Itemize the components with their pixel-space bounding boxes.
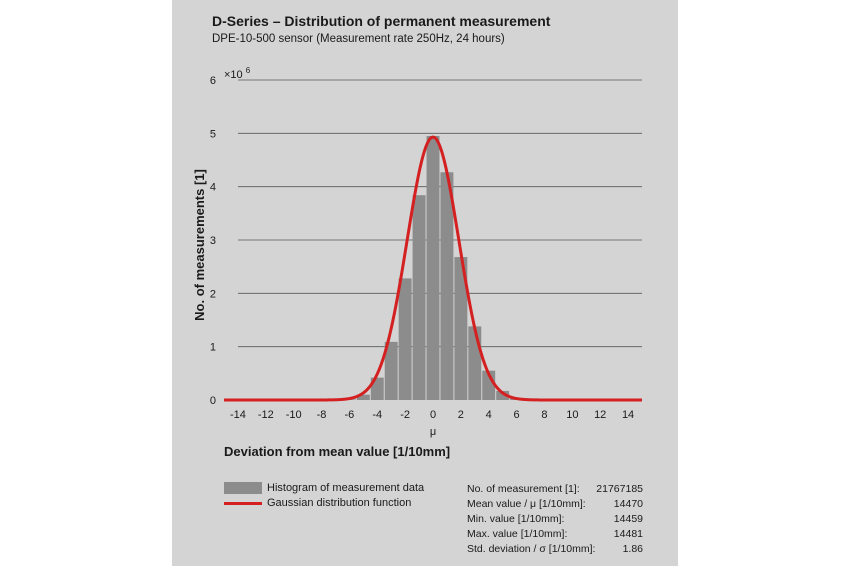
y-axis-label: No. of measurements [1] (192, 169, 207, 321)
stat-value: 14481 (613, 528, 643, 540)
gaussian-curve-group (224, 135, 642, 402)
stat-row: Max. value [1/10mm]: 14481 (467, 527, 643, 542)
x-tick-label: -14 (230, 409, 246, 421)
legend-item-gaussian: Gaussian distribution function (224, 497, 411, 509)
y-axis-multiplier: ×10 6 (224, 66, 251, 81)
stat-label: Min. value [1/10mm]: (467, 513, 565, 525)
x-tick-label: 10 (566, 409, 578, 421)
stat-value: 14459 (613, 513, 643, 525)
legend-label-gaussian: Gaussian distribution function (267, 497, 412, 509)
y-tick-label: 3 (210, 235, 216, 247)
x-tick-label: 6 (514, 409, 520, 421)
y-tick-label: 4 (210, 182, 216, 194)
legend-item-histogram: Histogram of measurement data (224, 482, 424, 494)
stat-value: 14470 (613, 498, 643, 510)
y-tick-label: 1 (210, 342, 216, 354)
x-axis-symbol: μ (430, 426, 436, 438)
gaussian-curve (224, 135, 642, 402)
stat-row: Mean value / μ [1/10mm]: 14470 (467, 497, 643, 512)
x-tick-label: 14 (622, 409, 634, 421)
chart-subtitle: DPE-10-500 sensor (Measurement rate 250H… (212, 33, 505, 45)
histogram-bar (398, 278, 412, 400)
histogram-bar (412, 195, 426, 400)
stat-label: Max. value [1/10mm]: (467, 528, 568, 540)
chart-panel: D-Series – Distribution of permanent mea… (172, 0, 678, 566)
y-tick-labels: 0 1 2 3 4 5 6 (210, 75, 216, 407)
histogram-bar (440, 172, 454, 400)
stat-value: 21767185 (596, 483, 643, 495)
histogram-bar (468, 326, 482, 400)
y-tick-label: 2 (210, 288, 216, 300)
x-tick-label: -4 (372, 409, 382, 421)
x-tick-label: 12 (594, 409, 606, 421)
x-tick-label: -12 (258, 409, 274, 421)
y-multiplier-exponent: 6 (246, 66, 251, 75)
histogram-bar (356, 394, 370, 400)
x-tick-label: 8 (541, 409, 547, 421)
stat-row: No. of measurement [1]: 21767185 (467, 482, 643, 497)
histogram-swatch (224, 482, 262, 494)
chart-title: D-Series – Distribution of permanent mea… (212, 13, 551, 29)
x-tick-label: -6 (345, 409, 355, 421)
x-tick-label: 0 (430, 409, 436, 421)
histogram-bar (426, 136, 440, 400)
y-tick-label: 0 (210, 395, 216, 407)
stat-value: 1.86 (622, 543, 643, 555)
y-tick-label: 5 (210, 128, 216, 140)
grid-lines (238, 79, 642, 348)
statistics-table: No. of measurement [1]: 21767185 Mean va… (467, 482, 643, 557)
legend-label-histogram: Histogram of measurement data (267, 482, 425, 494)
histogram-bar (496, 390, 510, 400)
stat-row: Min. value [1/10mm]: 14459 (467, 512, 643, 527)
x-tick-labels: -14 -12 -10 -8 -6 -4 -2 0 2 4 6 8 10 12 14 (230, 409, 634, 421)
y-tick-label: 6 (210, 75, 216, 87)
histogram-bar (454, 257, 468, 400)
y-multiplier-base: ×10 (224, 69, 243, 81)
stat-label: No. of measurement [1]: (467, 483, 580, 495)
x-tick-label: -2 (400, 409, 410, 421)
histogram-bar (384, 341, 398, 400)
histogram-bar (370, 377, 384, 400)
x-tick-label: 2 (458, 409, 464, 421)
stat-label: Std. deviation / σ [1/10mm]: (467, 543, 596, 555)
x-tick-label: -10 (286, 409, 302, 421)
stat-label: Mean value / μ [1/10mm]: (467, 498, 586, 510)
x-tick-label: 4 (486, 409, 492, 421)
x-tick-label: -8 (317, 409, 327, 421)
stat-row: Std. deviation / σ [1/10mm]: 1.86 (467, 542, 643, 557)
gaussian-swatch (224, 501, 262, 505)
histogram-bars (342, 136, 524, 400)
x-axis-label: Deviation from mean value [1/10mm] (224, 444, 451, 459)
